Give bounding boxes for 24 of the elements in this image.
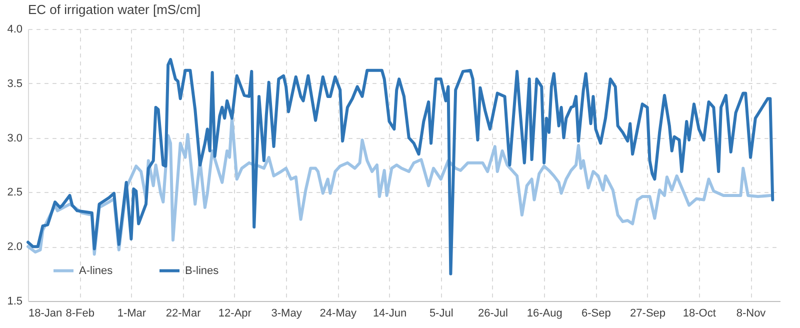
x-tick-label: 5-Jul (429, 308, 454, 320)
x-tick-label: 26-Jul (478, 308, 508, 320)
x-tick-label: 16-Aug (526, 308, 562, 320)
x-tick-label: 18-Oct (682, 308, 716, 320)
x-tick-label: 22-Mar (166, 308, 202, 320)
y-tick-label: 1.5 (7, 296, 22, 308)
y-tick-label: 2.0 (7, 241, 22, 254)
x-tick-label: 24-May (320, 308, 357, 320)
x-tick-label: 3-May (271, 308, 302, 320)
x-tick-label: 12-Apr (218, 308, 252, 320)
x-tick-label: 8-Nov (736, 308, 766, 320)
x-tick-label: 18-Jan (28, 308, 62, 320)
x-tick-label: 14-Jun (372, 308, 407, 320)
x-tick-label: 6-Sep (582, 308, 611, 320)
y-tick-label: 2.5 (7, 186, 22, 199)
y-tick-label: 3.5 (7, 78, 22, 90)
x-tick-label: 1-Mar (117, 308, 146, 320)
legend-label: A-lines (79, 264, 114, 277)
legend-label: B-lines (185, 264, 220, 277)
y-tick-label: 3.0 (7, 132, 22, 144)
y-tick-label: 4.0 (7, 24, 22, 36)
x-tick-label: 27-Sep (630, 308, 666, 320)
chart-title: EC of irrigation water [mS/cm] (28, 2, 201, 17)
x-tick-label: 8-Feb (66, 308, 94, 320)
